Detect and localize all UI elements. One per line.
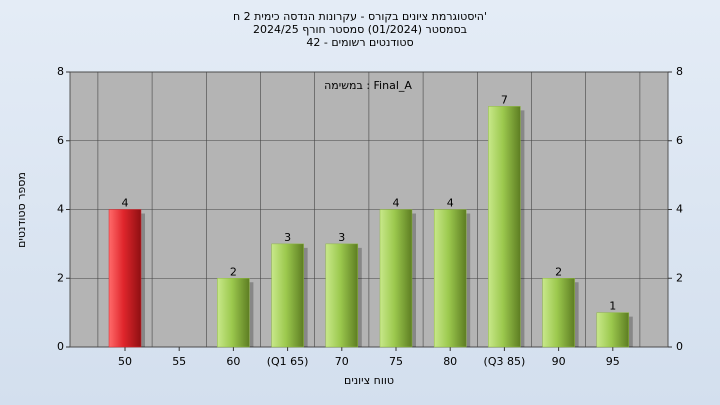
data-label: 4: [447, 197, 454, 210]
x-tick-label: 80: [443, 355, 457, 368]
x-tick-label: 70: [335, 355, 349, 368]
x-axis-label: טווח ציונים: [344, 374, 394, 387]
chart-subtitle: בסמסטר (01/2024) סמסטר חורף 2024/25: [253, 23, 467, 36]
x-tick-label: 55: [172, 355, 186, 368]
chart-subtitle: סטודנטים רשומים - 42: [306, 36, 413, 49]
y-tick-label: 4: [57, 203, 64, 216]
y-tick-label: 8: [57, 65, 64, 78]
bar: [379, 209, 413, 348]
data-label: 2: [555, 265, 562, 278]
data-label: 4: [122, 197, 129, 210]
data-label: 3: [284, 231, 291, 244]
y-axis-label: מספר סטודנטים: [15, 172, 28, 248]
data-label: 1: [609, 300, 616, 313]
bar: [488, 106, 521, 348]
data-label: 2: [230, 265, 237, 278]
annotation: במשימה : Final_A: [324, 79, 412, 92]
data-label: 3: [338, 231, 345, 244]
bar: [433, 209, 467, 348]
bar: [217, 278, 250, 348]
bar: [596, 312, 630, 348]
x-tick-label: 90: [552, 355, 566, 368]
x-tick-label: 95: [606, 355, 620, 368]
data-label: 4: [393, 197, 400, 210]
y-tick-label: 0: [57, 340, 64, 353]
chart-title: היסטוגרמת ציונים בקורס - עקרונות הנדסה כ…: [233, 10, 487, 23]
y2-tick-label: 2: [676, 271, 683, 284]
x-tick-label: 60: [226, 355, 240, 368]
bar: [325, 243, 359, 348]
y-tick-label: 6: [57, 134, 64, 147]
x-tick-label: 50: [118, 355, 132, 368]
x-tick-label: 75: [389, 355, 403, 368]
data-label: 7: [501, 93, 508, 106]
bar: [542, 278, 575, 348]
y-tick-label: 2: [57, 271, 64, 284]
y2-tick-label: 6: [676, 134, 683, 147]
bar: [108, 209, 142, 348]
y2-tick-label: 4: [676, 203, 683, 216]
bar: [271, 243, 304, 348]
y2-tick-label: 8: [676, 65, 683, 78]
x-tick-label: (Q1 65): [267, 355, 309, 368]
y2-tick-label: 0: [676, 340, 683, 353]
x-tick-label: (Q3 85): [484, 355, 526, 368]
